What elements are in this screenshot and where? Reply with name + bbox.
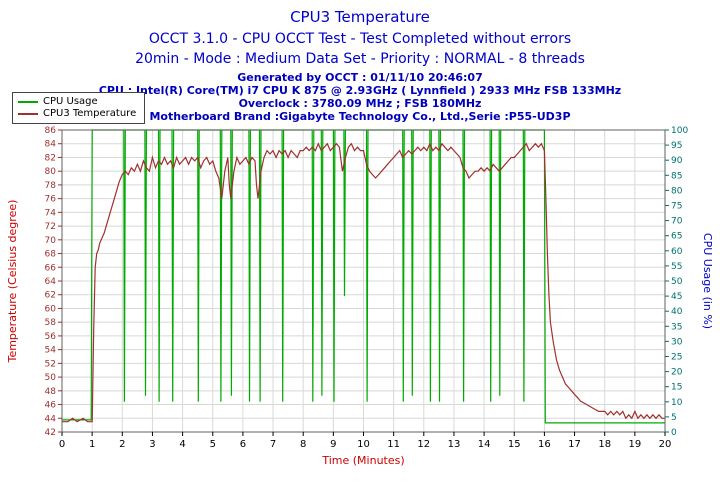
svg-text:84: 84 <box>45 140 57 150</box>
svg-text:66: 66 <box>45 263 57 273</box>
svg-text:11: 11 <box>387 439 400 450</box>
svg-text:82: 82 <box>45 153 56 163</box>
svg-text:25: 25 <box>671 353 682 363</box>
svg-text:86: 86 <box>45 126 57 136</box>
svg-text:58: 58 <box>45 318 57 328</box>
svg-text:10: 10 <box>671 398 683 408</box>
svg-text:52: 52 <box>45 359 56 369</box>
cpu3-temperature-line-swatch <box>18 113 38 115</box>
svg-text:Temperature (Celsius degree): Temperature (Celsius degree) <box>6 200 19 364</box>
legend: CPU Usage CPU3 Temperature <box>12 92 146 124</box>
svg-text:35: 35 <box>671 322 682 332</box>
cpu-info-line: CPU : Intel(R) Core(TM) i7 CPU K 875 @ 2… <box>98 84 622 97</box>
svg-text:7: 7 <box>270 439 276 450</box>
svg-text:50: 50 <box>45 373 57 383</box>
svg-text:10: 10 <box>357 439 370 450</box>
svg-text:2: 2 <box>119 439 125 450</box>
legend-item-cpu3-temperature: CPU3 Temperature <box>18 108 136 120</box>
svg-text:100: 100 <box>671 126 688 136</box>
test-result-line: OCCT 3.1.0 - CPU OCCT Test - Test Comple… <box>148 31 572 47</box>
svg-text:5: 5 <box>671 413 677 423</box>
svg-text:Time (Minutes): Time (Minutes) <box>321 454 404 467</box>
svg-text:95: 95 <box>671 141 682 151</box>
legend-label-cpu3-temperature: CPU3 Temperature <box>43 108 137 119</box>
svg-text:72: 72 <box>45 222 56 232</box>
svg-text:54: 54 <box>45 346 57 356</box>
svg-text:80: 80 <box>45 167 57 177</box>
svg-text:20: 20 <box>671 368 683 378</box>
svg-text:90: 90 <box>671 156 683 166</box>
svg-text:42: 42 <box>45 428 56 438</box>
svg-text:16: 16 <box>538 439 551 450</box>
svg-text:62: 62 <box>45 291 56 301</box>
chart-area: 0 1 2 3 4 5 6 7 8 9 10 11 12 13 14 15 16 17 18 19 20 42 44 46 48… <box>0 120 720 484</box>
svg-text:1: 1 <box>89 439 95 450</box>
svg-text:55: 55 <box>671 262 682 272</box>
svg-text:64: 64 <box>45 277 57 287</box>
svg-text:40: 40 <box>671 307 683 317</box>
svg-text:6: 6 <box>240 439 246 450</box>
svg-text:46: 46 <box>45 401 57 411</box>
svg-text:15: 15 <box>508 439 521 450</box>
svg-text:0: 0 <box>671 428 677 438</box>
test-config-line: 20min - Mode : Medium Data Set - Priorit… <box>135 51 585 67</box>
svg-text:15: 15 <box>671 383 682 393</box>
svg-text:9: 9 <box>330 439 336 450</box>
legend-label-cpu-usage: CPU Usage <box>43 96 98 107</box>
svg-text:85: 85 <box>671 171 682 181</box>
generated-timestamp-line: Generated by OCCT : 01/11/10 20:46:07 <box>237 71 483 84</box>
svg-text:13: 13 <box>448 439 461 450</box>
overclock-info-line: Overclock : 3780.09 MHz ; FSB 180MHz <box>238 97 482 110</box>
svg-text:CPU Usage (in %): CPU Usage (in %) <box>701 233 714 329</box>
svg-text:48: 48 <box>45 387 57 397</box>
svg-text:18: 18 <box>598 439 611 450</box>
temperature-usage-chart: 0 1 2 3 4 5 6 7 8 9 10 11 12 13 14 15 16 17 18 19 2042444648… <box>6 126 714 467</box>
legend-item-cpu-usage: CPU Usage <box>18 96 136 108</box>
svg-text:8: 8 <box>300 439 306 450</box>
svg-text:70: 70 <box>671 217 683 227</box>
svg-text:76: 76 <box>45 195 57 205</box>
svg-text:74: 74 <box>45 208 57 218</box>
svg-text:68: 68 <box>45 250 57 260</box>
svg-text:30: 30 <box>671 337 683 347</box>
svg-text:17: 17 <box>568 439 581 450</box>
svg-text:80: 80 <box>671 186 683 196</box>
svg-text:56: 56 <box>45 332 57 342</box>
motherboard-info-line: Motherboard Brand :Gigabyte Technology C… <box>149 110 571 123</box>
cpu-usage-line-swatch <box>18 101 38 103</box>
svg-text:60: 60 <box>45 304 57 314</box>
svg-text:3: 3 <box>149 439 155 450</box>
svg-text:19: 19 <box>628 439 641 450</box>
svg-text:65: 65 <box>671 232 682 242</box>
svg-text:0: 0 <box>59 439 65 450</box>
svg-text:5: 5 <box>210 439 216 450</box>
report-header: CPU3 Temperature OCCT 3.1.0 - CPU OCCT T… <box>0 8 720 123</box>
svg-text:75: 75 <box>671 202 682 212</box>
svg-text:70: 70 <box>45 236 57 246</box>
svg-text:14: 14 <box>478 439 491 450</box>
svg-text:44: 44 <box>45 414 57 424</box>
page-title: CPU3 Temperature <box>290 8 430 26</box>
svg-text:50: 50 <box>671 277 683 287</box>
svg-text:45: 45 <box>671 292 682 302</box>
svg-text:20: 20 <box>659 439 672 450</box>
svg-text:12: 12 <box>417 439 430 450</box>
svg-text:78: 78 <box>45 181 57 191</box>
svg-text:4: 4 <box>179 439 185 450</box>
svg-text:60: 60 <box>671 247 683 257</box>
